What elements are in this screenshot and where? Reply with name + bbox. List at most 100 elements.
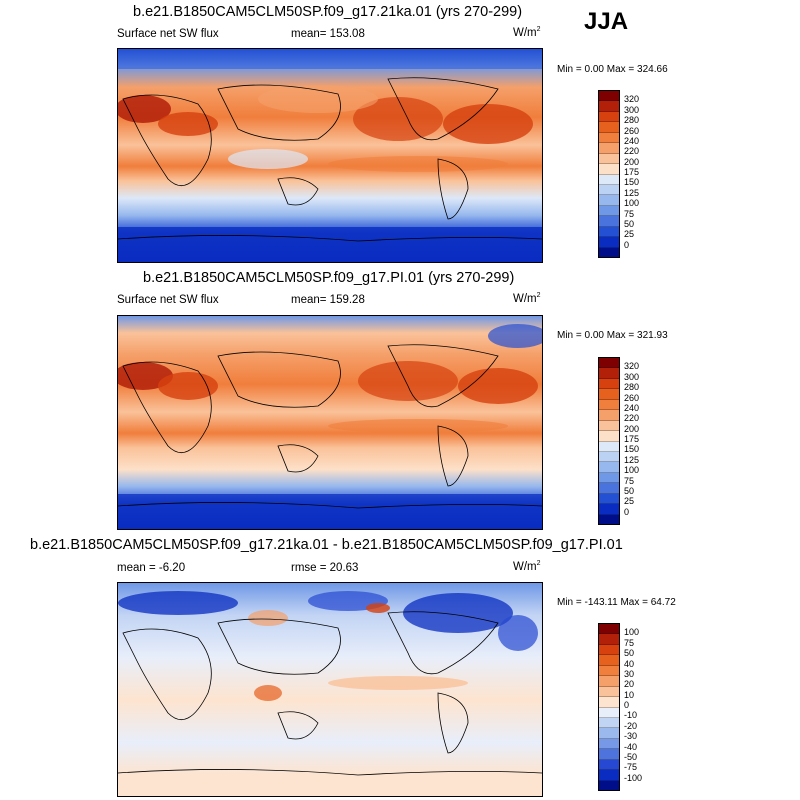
- panel1-colorbar-labels: 320 300 280 260 240 220 200 175 150 125 100 75 50 25 0: [624, 90, 664, 256]
- colorbar-swatch: [599, 216, 619, 227]
- panel2-title: b.e21.B1850CAM5CLM50SP.f09_g17.PI.01 (yr…: [143, 270, 515, 286]
- panel2-minmax: Min = 0.00 Max = 321.93: [557, 330, 668, 341]
- colorbar-swatch: [599, 247, 619, 257]
- panel1-title: b.e21.B1850CAM5CLM50SP.f09_g17.21ka.01 (…: [133, 4, 523, 20]
- colorbar-tick-label: 240: [624, 402, 640, 413]
- colorbar-swatch: [599, 493, 619, 505]
- panel1-colorbar: [598, 90, 620, 258]
- colorbar-tick-label: 100: [624, 198, 640, 209]
- colorbar-tick-label: 0: [624, 506, 630, 517]
- panel3-colorbar-labels: 100 75 50 40 30 20 10 0 -10 -20 -30 -40 -50 -75 -100: [624, 623, 664, 789]
- panel3-minmax: Min = -143.11 Max = 64.72: [557, 597, 676, 608]
- colorbar-tick-label: 240: [624, 135, 640, 146]
- colorbar-swatch: [599, 420, 619, 432]
- season-label: JJA: [584, 8, 629, 35]
- colorbar-swatch: [599, 164, 619, 175]
- panel2-colorbar: [598, 357, 620, 525]
- colorbar-swatch: [599, 237, 619, 248]
- colorbar-tick-label: -100: [624, 772, 643, 783]
- colorbar-tick-label: -40: [624, 741, 638, 752]
- colorbar-tick-label: 220: [624, 413, 640, 424]
- colorbar-tick-label: 150: [624, 177, 640, 188]
- panel3-rmse: rmse = 20.63: [291, 562, 359, 574]
- colorbar-swatch: [599, 122, 619, 133]
- colorbar-tick-label: 50: [624, 485, 635, 496]
- panel3-title: b.e21.B1850CAM5CLM50SP.f09_g17.21ka.01 -…: [30, 537, 623, 553]
- colorbar-swatch: [599, 686, 619, 698]
- colorbar-tick-label: -20: [624, 720, 638, 731]
- colorbar-tick-label: 260: [624, 392, 640, 403]
- colorbar-swatch: [599, 655, 619, 666]
- colorbar-swatch: [599, 514, 619, 524]
- colorbar-swatch: [599, 634, 619, 645]
- panel3-colorbar: [598, 623, 620, 791]
- panel3-map-svg: [118, 583, 542, 796]
- panel3-units: W/m2: [513, 560, 541, 573]
- colorbar-tick-label: 0: [624, 239, 630, 250]
- panel2-units: W/m2: [513, 292, 541, 305]
- colorbar-tick-label: 75: [624, 475, 635, 486]
- colorbar-tick-label: 175: [624, 167, 640, 177]
- colorbar-swatch: [599, 410, 619, 421]
- panel2-variable-label: Surface net SW flux: [117, 294, 219, 306]
- colorbar-swatch: [599, 195, 619, 206]
- panel2-colorbar-labels: 320 300 280 260 240 220 200 175 150 125 100 75 50 25 0: [624, 357, 664, 523]
- colorbar-tick-label: -30: [624, 731, 638, 742]
- colorbar-swatch: [599, 462, 619, 473]
- colorbar-swatch: [599, 770, 619, 781]
- colorbar-swatch: [599, 174, 619, 185]
- colorbar-tick-label: 300: [624, 371, 640, 382]
- colorbar-tick-label: 10: [624, 689, 635, 700]
- colorbar-tick-label: 320: [624, 361, 640, 372]
- colorbar-swatch: [599, 431, 619, 442]
- panel1-map-svg: [118, 49, 542, 262]
- colorbar-swatch: [599, 665, 619, 677]
- colorbar-swatch: [599, 143, 619, 154]
- colorbar-swatch: [599, 749, 619, 760]
- colorbar-swatch: [599, 205, 619, 217]
- colorbar-swatch: [599, 676, 619, 687]
- panel1-mean: mean= 153.08: [291, 28, 365, 40]
- colorbar-tick-label: 25: [624, 496, 635, 507]
- colorbar-tick-label: 260: [624, 125, 640, 136]
- colorbar-tick-label: 200: [624, 156, 640, 167]
- colorbar-tick-label: 280: [624, 115, 640, 126]
- colorbar-swatch: [599, 368, 619, 379]
- panel2-map-svg: [118, 316, 542, 529]
- colorbar-tick-label: -10: [624, 710, 638, 721]
- colorbar-tick-label: 50: [624, 648, 635, 659]
- colorbar-swatch: [599, 728, 619, 739]
- colorbar-tick-label: 320: [624, 94, 640, 105]
- colorbar-tick-label: 150: [624, 444, 640, 455]
- colorbar-swatch: [599, 91, 619, 102]
- colorbar-swatch: [599, 132, 619, 144]
- colorbar-swatch: [599, 389, 619, 400]
- colorbar-swatch: [599, 707, 619, 718]
- colorbar-tick-label: 0: [624, 700, 630, 710]
- colorbar-swatch: [599, 644, 619, 656]
- colorbar-swatch: [599, 759, 619, 771]
- colorbar-tick-label: 75: [624, 637, 635, 648]
- colorbar-tick-label: 125: [624, 454, 640, 465]
- colorbar-tick-label: 125: [624, 187, 640, 198]
- colorbar-swatch: [599, 504, 619, 515]
- colorbar-tick-label: 30: [624, 668, 635, 679]
- colorbar-swatch: [599, 378, 619, 390]
- panel1-minmax: Min = 0.00 Max = 324.66: [557, 64, 668, 75]
- colorbar-swatch: [599, 717, 619, 729]
- colorbar-swatch: [599, 697, 619, 708]
- panel2-map: [117, 315, 543, 530]
- colorbar-swatch: [599, 226, 619, 238]
- colorbar-swatch: [599, 451, 619, 463]
- colorbar-tick-label: -50: [624, 751, 638, 762]
- colorbar-swatch: [599, 441, 619, 452]
- colorbar-tick-label: 175: [624, 434, 640, 444]
- colorbar-tick-label: 100: [624, 627, 640, 638]
- colorbar-tick-label: 50: [624, 218, 635, 229]
- colorbar-swatch: [599, 153, 619, 165]
- colorbar-swatch: [599, 738, 619, 750]
- colorbar-tick-label: 100: [624, 465, 640, 476]
- colorbar-tick-label: 280: [624, 382, 640, 393]
- panel3-mean: mean = -6.20: [117, 562, 186, 574]
- colorbar-swatch: [599, 472, 619, 484]
